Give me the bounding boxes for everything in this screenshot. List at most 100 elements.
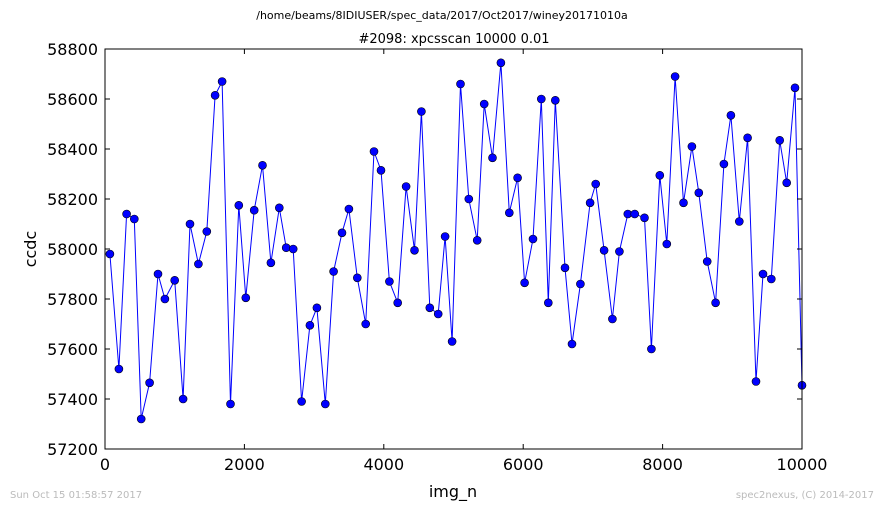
data-point: [520, 278, 529, 288]
data-point: [274, 203, 284, 213]
x-axis-label: img_n: [429, 482, 477, 502]
data-point: [297, 397, 306, 406]
data-point: [591, 179, 601, 189]
data-point: [630, 209, 640, 219]
y-tick-label: 58600: [47, 90, 98, 109]
data-point: [258, 161, 267, 170]
data-point: [655, 171, 665, 180]
data-point: [234, 201, 244, 210]
plot-frame: [104, 48, 803, 450]
data-point: [202, 227, 212, 236]
x-tick-label: 4000: [363, 455, 404, 474]
footer-credit: spec2nexus, (C) 2014-2017: [736, 490, 874, 501]
data-point: [376, 166, 386, 175]
x-tick-label: 2000: [224, 455, 265, 474]
data-point: [312, 303, 322, 313]
y-tick-label: 57400: [47, 390, 98, 409]
data-point: [560, 263, 570, 273]
data-point: [472, 236, 482, 245]
data-point: [615, 247, 624, 256]
data-point: [734, 217, 744, 226]
data-point: [249, 205, 259, 215]
data-point: [440, 232, 450, 241]
data-point: [479, 99, 489, 109]
y-axis-label: ccdc: [21, 231, 40, 268]
y-tick-label: 58400: [47, 140, 98, 159]
data-point: [567, 339, 577, 349]
data-point: [679, 198, 688, 208]
data-point: [447, 337, 457, 346]
data-point: [536, 94, 546, 104]
data-point: [160, 294, 170, 304]
data-point: [719, 159, 729, 169]
data-point: [385, 277, 394, 286]
data-point: [488, 153, 497, 163]
data-point: [401, 182, 411, 191]
data-point: [433, 309, 443, 319]
data-point: [266, 258, 276, 268]
data-point: [751, 377, 761, 386]
data-point: [393, 298, 403, 308]
data-point: [726, 111, 736, 120]
data-point: [153, 269, 163, 279]
figure-suptitle: /home/beams/8IDIUSER/spec_data/2017/Oct2…: [256, 9, 628, 22]
data-point: [576, 279, 585, 289]
data-point: [550, 96, 560, 105]
data-point: [670, 72, 680, 81]
y-tick-label: 58800: [47, 40, 98, 59]
data-point: [687, 142, 697, 151]
data-point: [417, 107, 426, 116]
data-point: [464, 194, 474, 204]
data-point: [790, 83, 800, 93]
data-point: [608, 314, 617, 324]
data-point: [425, 303, 435, 313]
data-point: [694, 188, 704, 198]
data-point: [305, 320, 315, 330]
y-tick-label: 57200: [47, 440, 98, 459]
chart-title: #2098: xpcsscan 10000 0.01: [358, 32, 549, 47]
data-point: [145, 378, 154, 388]
x-tick-label: 8000: [642, 455, 683, 474]
data-point: [758, 269, 768, 279]
data-point: [114, 364, 124, 374]
tick-layer: 0 2000 4000 6000 8000 10000 57200 57400 57600 578…: [47, 40, 827, 474]
data-point: [361, 319, 371, 329]
data-point: [782, 178, 792, 188]
data-point: [288, 244, 298, 254]
y-tick-label: 57800: [47, 290, 98, 309]
series-line: [109, 62, 803, 420]
data-point: [281, 243, 291, 252]
data-point: [241, 293, 251, 303]
data-point: [194, 259, 203, 269]
data-point: [647, 344, 656, 354]
y-tick-label: 58200: [47, 190, 98, 209]
data-point: [226, 399, 235, 409]
data-point: [122, 209, 131, 219]
data-point: [130, 214, 139, 224]
footer-timestamp: Sun Oct 15 01:58:57 2017: [10, 490, 142, 501]
data-point: [585, 198, 595, 208]
data-point: [504, 208, 514, 218]
data-point: [496, 58, 506, 68]
data-point: [702, 257, 712, 266]
data-point: [640, 213, 649, 223]
data-point: [528, 234, 538, 244]
plot-area: [105, 49, 802, 449]
x-tick-label: 6000: [503, 455, 544, 474]
data-point: [136, 414, 146, 424]
data-point: [599, 246, 609, 255]
data-point: [344, 204, 354, 214]
x-tick-label: 0: [100, 455, 110, 474]
data-point: [369, 147, 379, 156]
data-point: [185, 219, 195, 229]
data-point: [105, 249, 115, 259]
data-point: [178, 394, 188, 404]
data-point: [456, 79, 465, 89]
data-point: [662, 239, 672, 249]
data-point: [170, 275, 179, 285]
data-point: [217, 77, 227, 86]
data-point: [513, 173, 522, 183]
data-point: [329, 267, 338, 276]
data-point: [210, 91, 220, 100]
